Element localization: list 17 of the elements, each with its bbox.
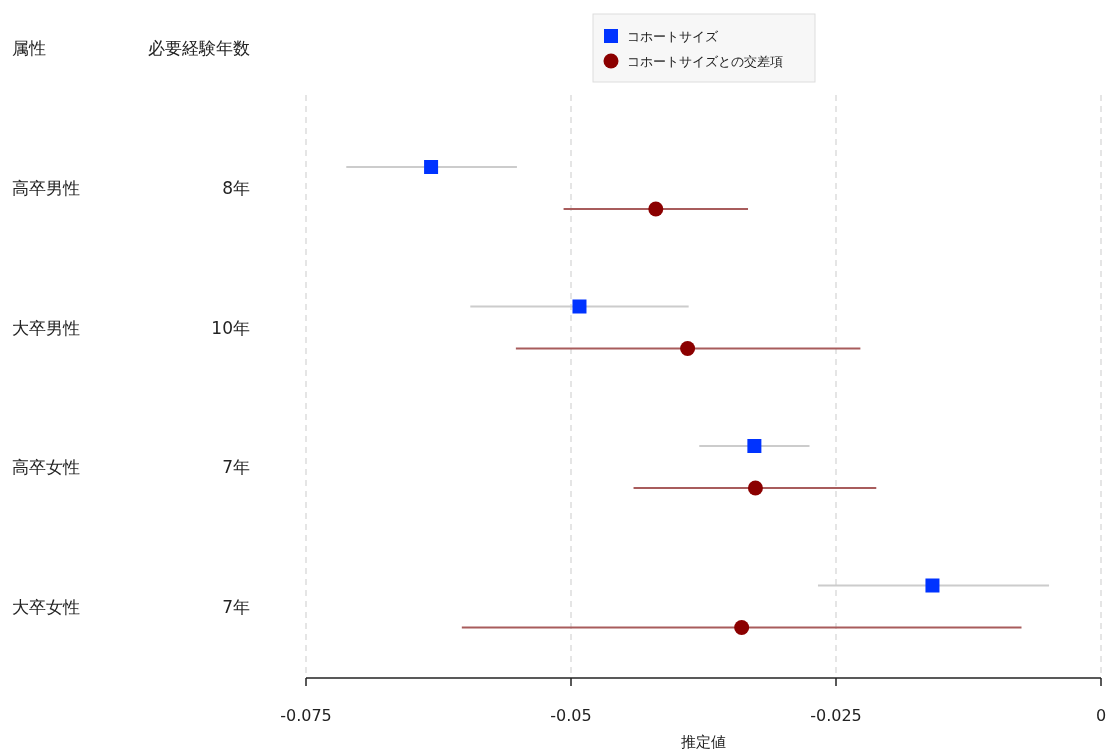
x-tick-label: 0 xyxy=(1095,706,1107,725)
text: 属性 xyxy=(12,38,46,58)
text: 必要経験年数 xyxy=(148,38,250,58)
x-tick-label: -0.025 xyxy=(810,706,862,725)
y2-tick-label: 大卒女性 xyxy=(12,596,80,617)
x-tick-label: -0.075 xyxy=(280,706,332,725)
legend-label: コホートサイズ xyxy=(627,29,719,44)
y-tick-label: 7年 xyxy=(222,457,250,477)
y-tick-label: 7年 xyxy=(222,596,250,617)
x-tick-label: -0.05 xyxy=(550,706,592,725)
legend-label: コホートサイズとの交差項 xyxy=(627,54,783,69)
y-tick-label: 8年 xyxy=(222,178,250,198)
x-axis-title: 推定値 xyxy=(681,733,726,751)
y2-tick-label: 大卒男性 xyxy=(12,317,80,338)
y2-tick-label: 高卒女性 xyxy=(12,457,80,477)
y2-tick-label: 高卒男性 xyxy=(12,178,80,198)
y-tick-label: 10年 xyxy=(211,317,250,338)
